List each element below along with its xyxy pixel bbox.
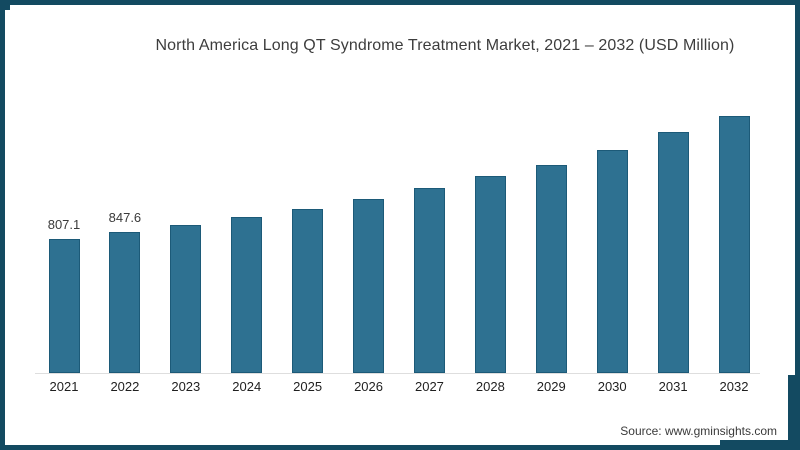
corner-accent-bottom-right-vertical [788,375,795,445]
bar-2028 [474,176,506,373]
x-tick-label-2023: 2023 [171,379,201,394]
chart-title: North America Long QT Syndrome Treatment… [155,37,735,54]
x-tick-label-2021: 2021 [49,379,79,394]
bar-2022 [109,232,141,373]
bar-2030 [596,150,628,373]
bar-2026 [353,199,385,373]
bar-2027 [413,188,445,373]
x-tick-label-2025: 2025 [293,379,323,394]
x-tick-label-2026: 2026 [354,379,383,394]
bar-2021 [48,239,80,373]
x-tick-label-2032: 2032 [719,379,749,394]
corner-accent-top-left [5,5,10,10]
x-tick-label-2031: 2031 [658,379,688,394]
bar-2029 [535,165,567,373]
x-tick-label-2027: 2027 [414,379,444,394]
x-tick-label-2029: 2029 [536,379,566,394]
bar-value-label-2021: 807.1 [47,217,81,232]
bar-chart: 807.1 2021 847.6 2022 2023 2024 2025 2026 2027 20… [5,5,795,445]
corner-accent-bottom-right-horizontal [720,440,795,445]
source-attribution: Source: www.gminsights.com [620,424,777,438]
x-axis-line [35,373,760,374]
bar-2023 [170,225,202,373]
x-tick-label-2030: 2030 [597,379,627,394]
x-tick-label-2024: 2024 [232,379,262,394]
x-tick-label-2022: 2022 [110,379,140,394]
bar-2031 [657,132,689,373]
x-tick-label-2028: 2028 [475,379,505,394]
bar-value-label-2022: 847.6 [108,210,142,225]
bar-2032 [718,116,750,373]
bar-2025 [292,209,324,373]
bar-2024 [231,217,263,373]
